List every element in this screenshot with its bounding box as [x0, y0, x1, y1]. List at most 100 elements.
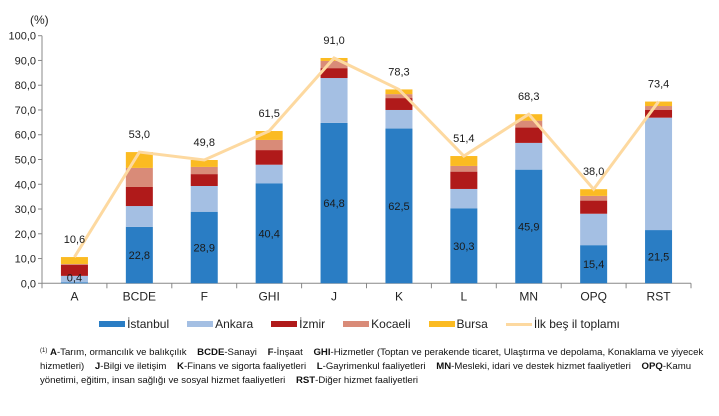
- bar-segment-kocaeli: [125, 167, 153, 187]
- x-tick-label: OPQ: [580, 289, 607, 303]
- footnote-item: A-Tarım, ormancılık ve balıkçılık: [50, 347, 187, 358]
- y-tick-label: 100,0: [8, 31, 36, 43]
- legend-swatch: [505, 322, 532, 326]
- bar-segment-bursa: [190, 159, 218, 167]
- x-tick-label: MN: [519, 289, 538, 303]
- legend-item: İstanbul: [99, 317, 169, 331]
- bar-segment-bursa: [515, 114, 543, 121]
- x-tick-label: A: [70, 289, 78, 303]
- x-tick-label: RST: [647, 289, 672, 303]
- bar-segment-i̇stanbul: [320, 122, 348, 284]
- bar-data-label: 40,4: [258, 228, 279, 240]
- bar-data-label: 62,5: [388, 201, 409, 213]
- footnote-marker: (1): [40, 348, 48, 354]
- bar-segment-i̇zmir: [190, 174, 218, 186]
- footnote-item: MN-Mesleki, idari ve destek hizmet faali…: [436, 361, 631, 372]
- x-tick-label: F: [201, 289, 208, 303]
- line-data-label: 38,0: [583, 166, 604, 178]
- bar-segment-kocaeli: [60, 263, 88, 265]
- bar-segment-i̇zmir: [125, 186, 153, 207]
- legend-label: Bursa: [456, 317, 488, 331]
- footnote-item: RST-Diğer hizmet faaliyetleri: [295, 375, 419, 386]
- bar-segment-ankara: [60, 275, 88, 283]
- bar-segment-bursa: [385, 89, 413, 95]
- y-axis-label: (%): [30, 13, 49, 27]
- footnote-item: OPQ-Kamu yönetimi, eğitim, insan sağlığı…: [40, 361, 692, 386]
- bar-segment-ankara: [645, 117, 673, 231]
- footnote-item: GHI-Hizmetler (Toptan ve perakende ticar…: [40, 347, 704, 372]
- bar-segment-kocaeli: [385, 94, 413, 99]
- bar-data-label: 45,9: [518, 221, 539, 233]
- bar-data-label: 28,9: [194, 243, 215, 255]
- stacked-bar-chart: (%) 0,0 10,0 20,0 30,0 40,0 50,0 60,0 70,0 80,0 90…: [8, 13, 692, 303]
- footnote: (1) A-Tarım, ormancılık ve balıkçılık BC…: [40, 344, 710, 388]
- bar-segment-i̇zmir: [60, 264, 88, 276]
- y-tick-label: 20,0: [15, 229, 36, 241]
- bar-data-label: 0,4: [67, 272, 82, 284]
- bar-segment-i̇stanbul: [580, 245, 608, 284]
- footnote-item: F-İnşaat: [267, 347, 303, 358]
- bar-segment-i̇zmir: [580, 200, 608, 214]
- bar-segment-bursa: [60, 257, 88, 264]
- bar-segment-ankara: [255, 164, 283, 184]
- footnote-item: L-Gayrimenkul faaliyetleri: [316, 361, 426, 372]
- bar-segment-i̇stanbul: [60, 282, 88, 284]
- legend: İstanbul Ankara İzmir Kocaeli Bursa İlk beş i…: [0, 317, 719, 331]
- y-tick-label: 50,0: [15, 155, 36, 167]
- line-data-label: 49,8: [194, 137, 215, 149]
- bar-segment-kocaeli: [645, 106, 673, 110]
- bar-segment-kocaeli: [580, 195, 608, 201]
- bar-segment-kocaeli: [190, 166, 218, 175]
- bar-segment-bursa: [580, 189, 608, 196]
- bar-segment-i̇zmir: [450, 171, 478, 189]
- bar-segment-ankara: [190, 185, 218, 212]
- bar-segment-i̇zmir: [385, 98, 413, 110]
- legend-label: Ankara: [215, 317, 254, 331]
- bar-segment-i̇stanbul: [125, 226, 153, 284]
- bar-data-label: 64,8: [323, 198, 344, 210]
- legend-item: Ankara: [187, 317, 253, 331]
- bar-segment-i̇zmir: [320, 68, 348, 79]
- bar-segment-bursa: [450, 156, 478, 166]
- bar-data-label: 22,8: [129, 250, 150, 262]
- line-data-label: 78,3: [388, 66, 409, 78]
- y-tick-label: 70,0: [15, 105, 36, 117]
- x-tick-label: GHI: [258, 289, 279, 303]
- line-data-label: 10,6: [64, 234, 85, 246]
- x-tick-label: L: [461, 289, 468, 303]
- bar-segment-ankara: [515, 142, 543, 170]
- line-data-label: 73,4: [648, 79, 669, 91]
- line-data-label: 68,3: [518, 91, 539, 103]
- bar-segment-i̇stanbul: [450, 208, 478, 284]
- legend-label: İlk beş il toplamı: [533, 317, 620, 331]
- bar-segment-kocaeli: [450, 165, 478, 172]
- legend-swatch: [428, 321, 455, 327]
- legend-swatch: [187, 321, 214, 327]
- bar-segment-i̇stanbul: [255, 183, 283, 284]
- bar-data-label: 15,4: [583, 259, 604, 271]
- y-tick-label: 30,0: [15, 204, 36, 216]
- y-tick-label: 90,0: [15, 55, 36, 67]
- x-tick-label: K: [395, 289, 403, 303]
- line-data-label: 51,4: [453, 133, 474, 145]
- legend-swatch: [99, 321, 126, 327]
- bar-segment-kocaeli: [255, 139, 283, 151]
- legend-label: Kocaeli: [371, 317, 411, 331]
- bar-segment-i̇zmir: [255, 150, 283, 165]
- bar-segment-ankara: [320, 78, 348, 123]
- line-data-label: 91,0: [323, 35, 344, 47]
- y-tick-label: 40,0: [15, 179, 36, 191]
- x-tick-label: BCDE: [123, 289, 156, 303]
- y-tick-label: 0,0: [21, 278, 36, 290]
- line-data-label: 61,5: [258, 108, 279, 120]
- bar-segment-bursa: [255, 131, 283, 140]
- y-tick-label: 80,0: [15, 80, 36, 92]
- legend-label: İstanbul: [127, 317, 170, 331]
- legend-swatch: [343, 321, 370, 327]
- bar-segment-kocaeli: [320, 60, 348, 69]
- total-line: [73, 56, 660, 258]
- x-tick-label: J: [331, 289, 337, 303]
- footnote-item: K-Finans ve sigorta faaliyetleri: [177, 361, 307, 372]
- bar-segment-i̇zmir: [515, 127, 543, 143]
